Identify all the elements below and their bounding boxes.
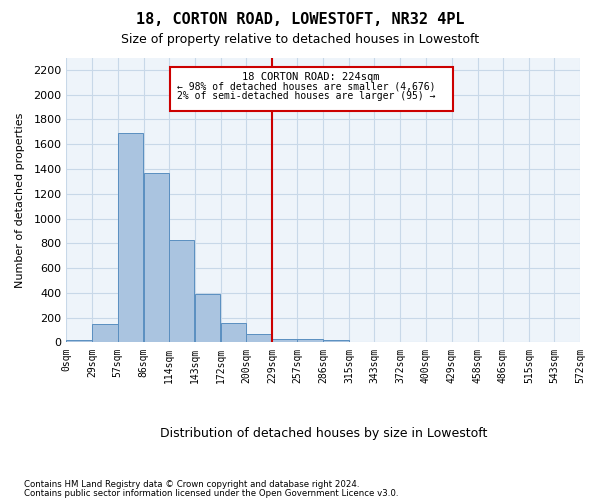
Text: 18, CORTON ROAD, LOWESTOFT, NR32 4PL: 18, CORTON ROAD, LOWESTOFT, NR32 4PL bbox=[136, 12, 464, 28]
Bar bbox=[195, 294, 220, 343]
Bar bbox=[169, 240, 194, 343]
Bar bbox=[118, 133, 143, 342]
Bar bbox=[221, 322, 247, 342]
Bar bbox=[297, 340, 323, 342]
Text: Contains HM Land Registry data © Crown copyright and database right 2024.: Contains HM Land Registry data © Crown c… bbox=[24, 480, 359, 489]
FancyBboxPatch shape bbox=[170, 68, 452, 111]
Text: ← 98% of detached houses are smaller (4,676): ← 98% of detached houses are smaller (4,… bbox=[177, 81, 436, 91]
Bar bbox=[272, 338, 298, 342]
Bar bbox=[92, 324, 118, 342]
Bar bbox=[246, 334, 272, 342]
Y-axis label: Number of detached properties: Number of detached properties bbox=[15, 112, 25, 288]
Bar bbox=[323, 340, 349, 342]
Bar bbox=[67, 340, 92, 342]
Text: Size of property relative to detached houses in Lowestoft: Size of property relative to detached ho… bbox=[121, 32, 479, 46]
Text: 2% of semi-detached houses are larger (95) →: 2% of semi-detached houses are larger (9… bbox=[177, 91, 436, 101]
Text: 18 CORTON ROAD: 224sqm: 18 CORTON ROAD: 224sqm bbox=[242, 72, 380, 83]
Bar bbox=[143, 172, 169, 342]
Text: Contains public sector information licensed under the Open Government Licence v3: Contains public sector information licen… bbox=[24, 490, 398, 498]
X-axis label: Distribution of detached houses by size in Lowestoft: Distribution of detached houses by size … bbox=[160, 427, 487, 440]
